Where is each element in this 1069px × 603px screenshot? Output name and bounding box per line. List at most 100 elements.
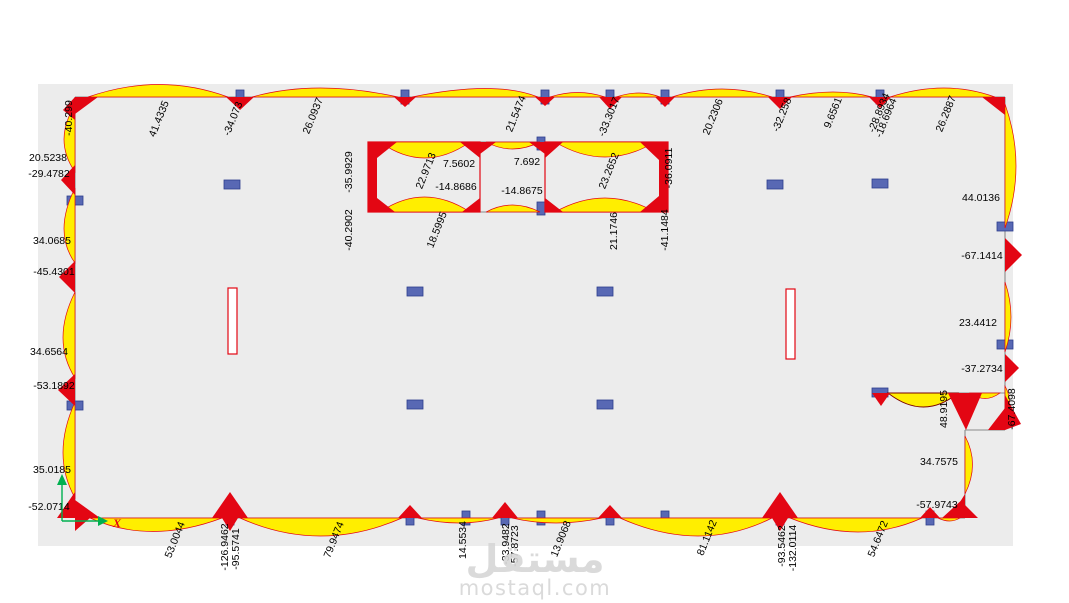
watermark: مستقل mostaql.com <box>459 537 612 600</box>
negative-moment-spike <box>394 97 416 107</box>
positive-moment-lobe <box>789 91 873 98</box>
positive-moment-lobe <box>1004 103 1017 229</box>
moment-value-label: 48.9195 <box>938 390 950 428</box>
moment-diagrams-bottom <box>75 492 978 537</box>
negative-moment-spike <box>545 198 563 212</box>
moment-diagrams-top <box>75 84 1005 115</box>
x-axis-arrowhead-icon <box>98 516 108 526</box>
column-marker <box>766 179 784 190</box>
positive-moment-lobe <box>411 88 539 98</box>
positive-moment-lobe <box>1004 281 1012 353</box>
negative-moment-spike <box>545 142 563 158</box>
negative-moment-spike <box>920 507 940 518</box>
moment-value-label: 34.7575 <box>920 456 958 468</box>
shear-walls <box>227 287 796 360</box>
moment-value-label: 14.5534 <box>457 521 469 559</box>
column-marker <box>406 399 424 410</box>
positive-moment-lobe <box>889 87 996 98</box>
moment-value-label: -29.4782 <box>28 168 70 180</box>
column-marker <box>406 286 424 297</box>
moment-value-label: -40.2902 <box>343 209 355 251</box>
negative-moment-spike <box>460 142 480 158</box>
positive-moment-lobe <box>549 92 606 98</box>
negative-moment-spike <box>377 142 397 158</box>
negative-moment-spike <box>655 97 675 107</box>
moment-value-label: -45.4301 <box>33 266 75 278</box>
watermark-url: mostaql.com <box>459 576 612 600</box>
moment-value-label: 7.692 <box>514 156 540 168</box>
negative-moment-spike <box>640 196 659 212</box>
y-axis-arrowhead-icon <box>57 474 67 485</box>
moment-value-label: -57.9743 <box>916 499 958 511</box>
moment-diagrams-right <box>872 103 1022 518</box>
moment-value-label: 34.6564 <box>30 346 68 358</box>
negative-moment-spike <box>212 492 248 518</box>
positive-moment-lobe <box>89 517 223 532</box>
moment-value-label: -126.9462 <box>219 523 231 570</box>
positive-moment-lobe <box>619 517 773 537</box>
negative-moment-spike <box>599 97 622 109</box>
negative-moment-spike <box>869 97 891 108</box>
negative-moment-spike <box>398 505 422 518</box>
negative-moment-spike <box>222 518 238 531</box>
positive-moment-lobe <box>789 517 923 533</box>
negative-moment-spike <box>529 142 545 154</box>
column-marker <box>223 179 241 190</box>
moment-value-label: 7.5602 <box>443 158 475 170</box>
moment-value-label: -33.9482 <box>500 523 512 565</box>
positive-moment-lobe <box>937 517 962 522</box>
negative-moment-spike <box>598 505 622 518</box>
column-marker <box>596 286 614 297</box>
negative-moment-spike <box>1005 238 1022 272</box>
watermark-arabic: مستقل <box>466 537 605 581</box>
positive-moment-lobe <box>485 204 541 213</box>
axis-indicator: X <box>57 474 122 530</box>
negative-moment-spike <box>492 502 518 518</box>
moment-value-label: 20.5238 <box>29 152 67 164</box>
negative-moment-band <box>368 142 377 212</box>
negative-moment-spike <box>75 500 100 518</box>
negative-moment-spike <box>948 393 982 430</box>
positive-moment-lobe <box>671 88 773 98</box>
shear-wall <box>785 288 796 360</box>
moment-value-label: 35.0185 <box>33 464 71 476</box>
negative-moment-spike <box>640 142 659 160</box>
negative-moment-spike <box>1005 395 1021 430</box>
moment-value-label: 44.0136 <box>962 192 1000 204</box>
positive-moment-lobe <box>511 517 603 524</box>
moment-value-label: -93.5462 <box>776 525 788 567</box>
positive-moment-lobe <box>417 517 499 524</box>
negative-moment-spike <box>462 198 480 212</box>
moment-value-label: -132.0114 <box>787 525 799 572</box>
moment-value-label: -36.0911 <box>663 148 675 189</box>
moment-value-label: 23.4412 <box>959 317 997 329</box>
negative-moment-spike <box>988 408 1005 430</box>
moment-value-label: -14.8686 <box>435 181 477 193</box>
positive-moment-lobe <box>615 92 661 98</box>
moment-value-label: -14.8675 <box>501 185 543 197</box>
moment-value-label: -41.1484 <box>659 209 671 251</box>
moment-value-label: -52.0714 <box>28 501 70 513</box>
moment-value-label: -95.5741 <box>230 528 242 570</box>
moment-value-label: -67.1414 <box>961 250 1003 262</box>
negative-moment-spike <box>58 374 75 406</box>
column-marker <box>596 399 614 410</box>
moment-value-label: -53.1892 <box>33 380 75 392</box>
positive-moment-lobe <box>251 87 399 98</box>
column-marker <box>871 178 889 189</box>
moment-value-label: 34.0685 <box>33 235 71 247</box>
negative-moment-band <box>659 142 668 212</box>
negative-moment-spike <box>982 97 1005 115</box>
moment-value-label: 21.1746 <box>608 212 620 250</box>
column-marker <box>536 201 546 216</box>
moment-value-label: -57.8723 <box>509 525 521 567</box>
moment-diagrams-openings <box>377 141 659 213</box>
negative-moment-spike <box>768 97 792 109</box>
moment-value-label: -37.2734 <box>961 363 1003 375</box>
negative-moment-spike <box>535 97 555 106</box>
negative-moment-spike <box>61 165 75 195</box>
positive-moment-lobe <box>87 84 229 98</box>
moment-value-label: -35.9929 <box>343 151 355 193</box>
negative-moment-spike <box>772 518 788 531</box>
